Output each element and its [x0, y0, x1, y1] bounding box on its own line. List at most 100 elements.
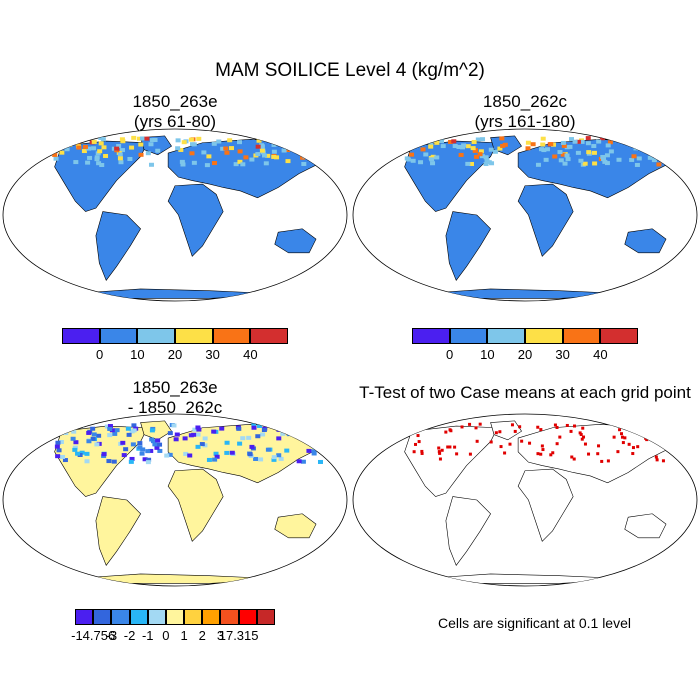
- diff-cell: [114, 428, 120, 433]
- significant-cell: [539, 452, 543, 456]
- diff-cell: [55, 454, 61, 459]
- continent-south-america: [445, 496, 491, 566]
- colorbar-swatch: [129, 609, 148, 625]
- significant-cell: [518, 425, 522, 429]
- soil-ice-cell: [656, 162, 662, 167]
- significant-cell: [600, 459, 604, 463]
- continent-africa: [167, 183, 224, 257]
- soil-ice-cell: [477, 152, 483, 157]
- diff-cell: [272, 423, 278, 428]
- soil-ice-cell: [410, 158, 416, 163]
- soil-ice-cell: [420, 147, 426, 152]
- soil-ice-cell: [180, 162, 186, 167]
- diff-cell: [155, 438, 161, 443]
- diff-cell: [183, 451, 189, 456]
- significant-cell: [420, 451, 424, 455]
- significant-cell: [565, 423, 569, 427]
- soil-ice-cell: [591, 150, 597, 155]
- diff-cell: [247, 452, 253, 457]
- soil-ice-cell: [144, 136, 150, 141]
- diff-cell: [120, 440, 126, 445]
- soil-ice-cell: [638, 138, 644, 143]
- soil-ice-cell: [673, 157, 679, 162]
- soil-ice-cell: [557, 150, 563, 155]
- diff-cell: [139, 451, 145, 456]
- colorbar-tick-label: 30: [555, 347, 570, 362]
- diff-cell: [214, 454, 220, 459]
- colorbar-swatch: [449, 328, 488, 344]
- map-panel-c: [2, 413, 348, 587]
- soil-ice-cell: [439, 139, 445, 144]
- soil-ice-cell: [551, 142, 557, 147]
- soil-ice-cell: [552, 154, 558, 159]
- soil-ice-cell: [575, 150, 581, 155]
- soil-ice-cell: [301, 145, 307, 150]
- soil-ice-cell: [560, 152, 566, 157]
- soil-ice-cell: [544, 147, 550, 152]
- colorbar-a: 0 10 20 30 40: [62, 328, 288, 362]
- soil-ice-cell: [189, 151, 195, 156]
- soil-ice-cell: [572, 139, 578, 144]
- significant-cell: [437, 446, 441, 450]
- diff-cell: [296, 434, 302, 439]
- continent-australia: [624, 228, 667, 254]
- soil-ice-cell: [478, 149, 484, 154]
- diff-cell: [298, 431, 304, 436]
- soil-ice-cell: [430, 161, 436, 166]
- significant-cell: [536, 425, 540, 429]
- soil-ice-cell: [423, 152, 429, 157]
- significant-cell: [573, 424, 577, 428]
- significant-cell: [655, 458, 659, 462]
- diff-cell: [276, 453, 282, 458]
- soil-ice-cell: [211, 161, 217, 166]
- significant-cell: [581, 426, 585, 430]
- diff-cell: [327, 438, 333, 443]
- diff-cell: [325, 440, 331, 445]
- soil-ice-cell: [667, 156, 673, 161]
- diff-cell: [306, 448, 312, 453]
- soil-ice-cell: [95, 151, 101, 156]
- soil-ice-cell: [483, 162, 489, 167]
- soil-ice-cell: [607, 140, 613, 145]
- diff-cell: [312, 444, 318, 449]
- diff-cell: [130, 442, 136, 447]
- panel-b-title: 1850_262c (yrs 161-180): [425, 92, 625, 132]
- diff-cell: [224, 440, 230, 445]
- soil-ice-cell: [548, 142, 554, 147]
- colorbar-tick-label: 0: [96, 347, 104, 362]
- diff-cell: [125, 426, 131, 431]
- diff-cell: [101, 452, 107, 457]
- soil-ice-cell: [74, 136, 80, 141]
- diff-cell: [224, 450, 230, 455]
- significant-cell: [416, 434, 420, 438]
- soil-ice-cell: [636, 156, 642, 161]
- soil-ice-cell: [91, 146, 97, 151]
- soil-ice-cell: [465, 144, 471, 149]
- soil-ice-cell: [87, 155, 93, 160]
- diff-cell: [257, 423, 263, 428]
- soil-ice-cell: [448, 139, 454, 144]
- soil-ice-cell: [240, 162, 246, 167]
- soil-ice-cell: [67, 142, 73, 147]
- diff-cell: [131, 428, 137, 433]
- diff-cell: [90, 426, 96, 431]
- soil-ice-cell: [484, 158, 490, 163]
- diff-cell: [211, 429, 217, 434]
- diff-cell: [213, 451, 219, 456]
- diff-cell: [164, 453, 170, 458]
- soil-ice-cell: [601, 157, 607, 162]
- soil-ice-cell: [560, 140, 566, 145]
- soil-ice-cell: [94, 155, 100, 160]
- diff-cell: [229, 450, 235, 455]
- panel-c-title-line2: - 1850_262c: [127, 398, 223, 417]
- diff-cell: [236, 426, 242, 431]
- soil-ice-cell: [57, 144, 63, 149]
- colorbar-tick-label: 10: [480, 347, 495, 362]
- diff-cell: [86, 439, 92, 444]
- colorbar-tick-label: 1: [180, 628, 188, 643]
- soil-ice-cell: [540, 142, 546, 147]
- diff-cell: [258, 457, 264, 462]
- significant-cell: [510, 423, 514, 427]
- diff-cell: [73, 440, 79, 445]
